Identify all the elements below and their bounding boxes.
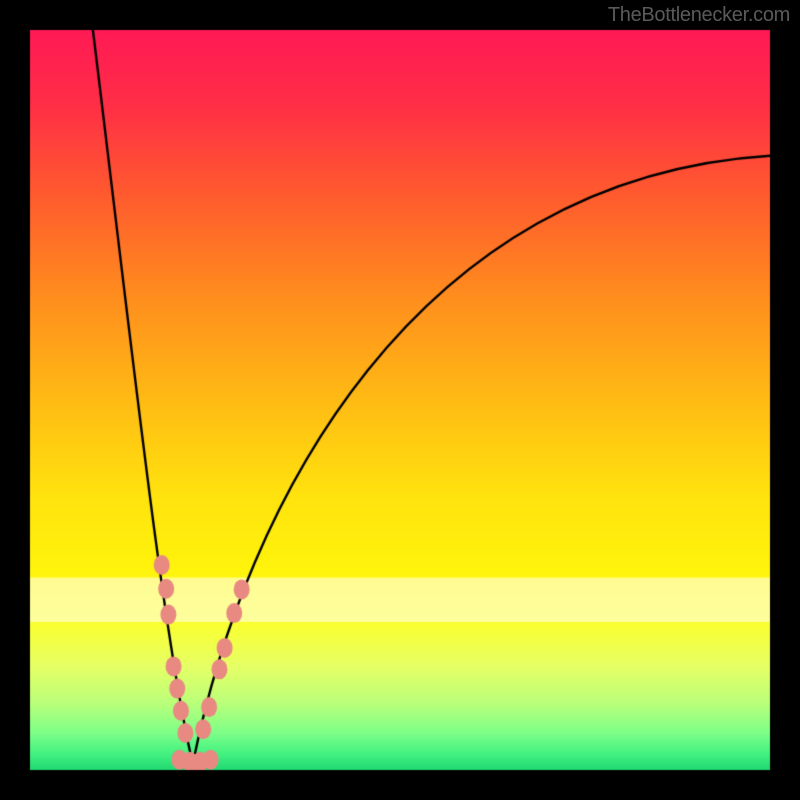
bottleneck-chart-canvas [0,0,800,800]
chart-container: TheBottlenecker.com [0,0,800,800]
watermark-label: TheBottlenecker.com [608,4,790,27]
